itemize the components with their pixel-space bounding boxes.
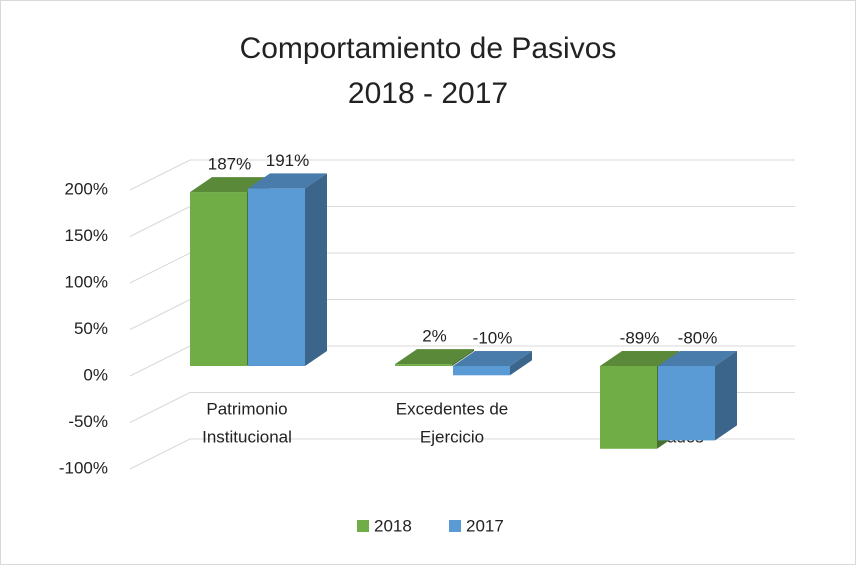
- bar-front: [658, 366, 715, 441]
- x-tick-label: Patrimonio: [206, 399, 287, 418]
- bar-side: [305, 173, 327, 366]
- bar-top: [453, 351, 532, 366]
- legend-label: 2017: [466, 516, 504, 535]
- chart-title: Comportamiento de Pasivos: [240, 32, 617, 65]
- x-tick-label: Institucional: [202, 427, 292, 446]
- y-tick-label: 200%: [65, 179, 108, 198]
- bar-front: [600, 366, 657, 449]
- legend-swatch: [357, 520, 369, 532]
- bar: [395, 349, 474, 366]
- chart-title: 2018 - 2017: [348, 77, 508, 110]
- grid-line: [129, 159, 795, 191]
- y-tick-label: 100%: [65, 272, 108, 291]
- y-tick-label: 50%: [74, 319, 108, 338]
- y-tick-label: -50%: [68, 412, 108, 431]
- data-label: 187%: [208, 155, 251, 174]
- bar-front: [453, 366, 510, 376]
- grid-line: [129, 392, 795, 423]
- bar-top: [248, 173, 327, 189]
- x-tick-label: Excedentes de: [396, 399, 508, 418]
- bar-front: [190, 192, 247, 366]
- data-label: -10%: [473, 328, 513, 347]
- bar-front: [395, 364, 452, 366]
- bar-side: [510, 351, 532, 376]
- x-tick-label: Ejercicio: [420, 427, 484, 446]
- legend-swatch: [449, 520, 461, 532]
- bar-side: [452, 349, 474, 366]
- data-label: 2%: [422, 327, 447, 346]
- bar: [248, 173, 327, 366]
- bar-top: [658, 351, 737, 366]
- data-label: -89%: [620, 328, 660, 347]
- y-tick-label: -100%: [59, 458, 108, 477]
- bar-side: [715, 351, 737, 441]
- y-tick-label: 150%: [65, 226, 108, 245]
- grid-line: [129, 438, 795, 470]
- bar: [658, 351, 737, 441]
- data-label: 191%: [266, 151, 309, 170]
- y-tick-label: 0%: [83, 365, 108, 384]
- bar-top: [600, 351, 679, 366]
- bar-front: [248, 188, 305, 366]
- legend-label: 2018: [374, 516, 412, 535]
- data-label: -80%: [678, 328, 718, 347]
- bar: [453, 351, 532, 376]
- bar-top: [395, 349, 474, 365]
